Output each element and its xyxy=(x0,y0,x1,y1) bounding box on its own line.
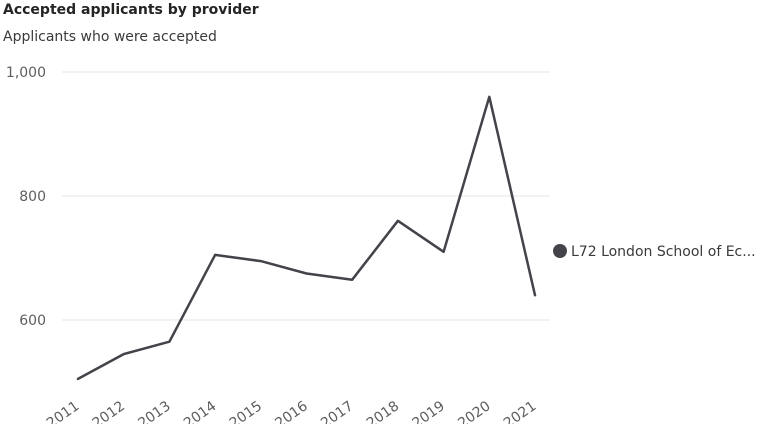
x-tick-label: 2018 xyxy=(364,398,402,424)
x-tick-label: 2011 xyxy=(44,398,82,424)
chart-title: Accepted applicants by provider xyxy=(3,2,259,18)
x-tick-label: 2012 xyxy=(90,398,128,424)
plot-area xyxy=(76,95,537,381)
x-axis: 2011 2012 2013 2014 2015 2016 2017 2018 2019 2020… xyxy=(44,398,539,424)
x-tick-label: 2015 xyxy=(227,398,265,424)
chart-subtitle: Applicants who were accepted xyxy=(3,29,217,45)
x-tick-label: 2019 xyxy=(410,398,448,424)
x-tick-label: 2020 xyxy=(455,398,493,424)
legend-label: L72 London School of Ec... xyxy=(571,244,756,260)
x-tick-label: 2016 xyxy=(272,398,310,424)
y-axis: 600 800 1,000 xyxy=(6,65,46,329)
series-line xyxy=(76,95,537,381)
x-tick-label: 2014 xyxy=(181,398,219,424)
gridlines xyxy=(62,71,550,321)
x-tick-label: 2017 xyxy=(318,398,356,424)
y-tick-label: 600 xyxy=(19,313,46,329)
y-tick-label: 800 xyxy=(19,189,46,205)
x-tick-label: 2021 xyxy=(501,398,539,424)
legend-marker xyxy=(553,244,567,258)
x-tick-label: 2013 xyxy=(135,398,173,424)
y-tick-label: 1,000 xyxy=(6,65,46,81)
legend[interactable]: L72 London School of Ec... xyxy=(553,244,756,260)
